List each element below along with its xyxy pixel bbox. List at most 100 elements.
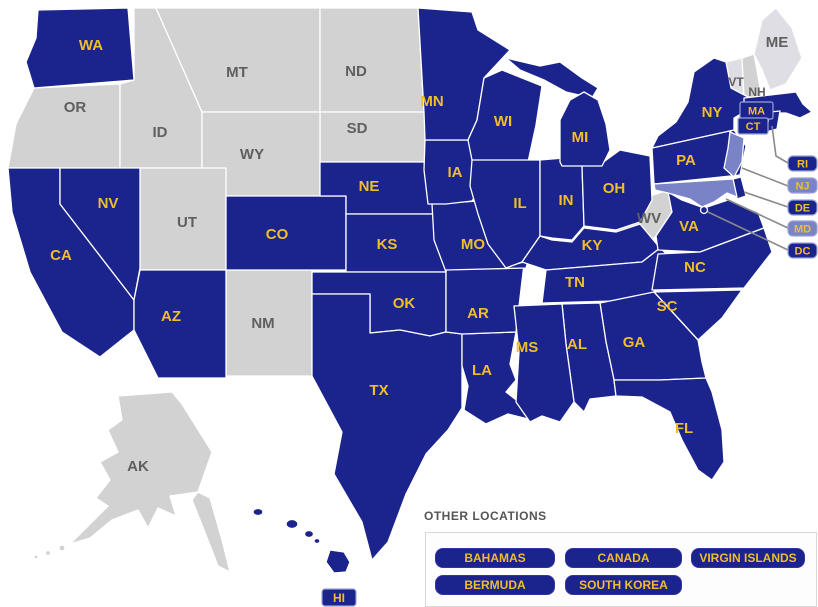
state-label-co: CO bbox=[266, 226, 289, 243]
state-label-fl: FL bbox=[675, 420, 693, 437]
hi-island[interactable] bbox=[285, 518, 299, 530]
state-label-nc: NC bbox=[684, 259, 706, 276]
state-label-ok: OK bbox=[393, 295, 416, 312]
label-box-ct[interactable]: CT bbox=[737, 117, 769, 135]
virgin-islands-button[interactable]: VIRGIN ISLANDS bbox=[691, 548, 805, 568]
state-label-vt: VT bbox=[728, 75, 744, 89]
state-label-ms: MS bbox=[516, 339, 539, 356]
state-or bbox=[7, 83, 121, 169]
callout-box-ri[interactable] bbox=[787, 155, 818, 172]
state-nc[interactable] bbox=[651, 227, 773, 291]
ak-aleutian-island bbox=[58, 544, 66, 552]
hi-island-big[interactable] bbox=[325, 549, 351, 574]
callout-box-md[interactable] bbox=[787, 220, 818, 237]
leader-line-nj bbox=[741, 167, 789, 187]
hi-island[interactable] bbox=[252, 507, 264, 517]
state-sd bbox=[319, 111, 431, 163]
bermuda-button[interactable]: BERMUDA bbox=[435, 575, 555, 595]
state-label-wi: WI bbox=[494, 113, 512, 130]
state-label-mo: MO bbox=[461, 236, 485, 253]
state-wa[interactable] bbox=[25, 7, 135, 89]
state-az[interactable] bbox=[133, 269, 227, 379]
state-ar[interactable] bbox=[445, 263, 525, 335]
hi-island[interactable] bbox=[303, 529, 315, 539]
leader-line-dc bbox=[707, 211, 789, 251]
south-korea-button[interactable]: SOUTH KOREA bbox=[565, 575, 682, 595]
state-label-id: ID bbox=[153, 124, 168, 141]
state-hi[interactable] bbox=[252, 507, 351, 574]
state-label-wa: WA bbox=[79, 37, 103, 54]
state-label-nd: ND bbox=[345, 63, 367, 80]
state-ak-panhandle bbox=[191, 491, 231, 573]
state-md[interactable] bbox=[653, 178, 738, 208]
state-label-mn: MN bbox=[420, 93, 443, 110]
callout-dc[interactable]: DC bbox=[787, 242, 818, 259]
state-mi-upper[interactable] bbox=[505, 57, 599, 99]
state-label-nh: NH bbox=[748, 85, 765, 99]
state-label-tn: TN bbox=[565, 274, 585, 291]
state-me bbox=[753, 7, 803, 91]
hi-island[interactable] bbox=[313, 537, 321, 545]
state-label-oh: OH bbox=[603, 180, 626, 197]
state-label-mi: MI bbox=[572, 129, 589, 146]
callout-box-nj[interactable] bbox=[787, 177, 818, 194]
state-label-va: VA bbox=[679, 218, 699, 235]
callout-label-de: DE bbox=[795, 203, 810, 215]
state-label-me: ME bbox=[766, 34, 789, 51]
state-label-mt: MT bbox=[226, 64, 248, 81]
state-label-ky: KY bbox=[582, 237, 603, 254]
state-label-ak: AK bbox=[127, 458, 149, 475]
state-label-ga: GA bbox=[623, 334, 646, 351]
ct-label: CT bbox=[746, 121, 761, 133]
state-label-il: IL bbox=[513, 195, 526, 212]
callout-box-de[interactable] bbox=[787, 199, 818, 216]
other-locations-title: OTHER LOCATIONS bbox=[424, 509, 547, 523]
leader-line-ri bbox=[771, 125, 789, 164]
state-tx[interactable] bbox=[311, 293, 463, 561]
state-label-ne: NE bbox=[359, 178, 380, 195]
state-label-sd: SD bbox=[347, 120, 368, 137]
state-nj[interactable] bbox=[723, 131, 745, 178]
state-label-ny: NY bbox=[702, 104, 723, 121]
state-label-or: OR bbox=[64, 99, 87, 116]
state-va[interactable] bbox=[655, 191, 765, 253]
state-nd bbox=[319, 7, 425, 113]
canada-button[interactable]: CANADA bbox=[565, 548, 682, 568]
state-fl[interactable] bbox=[613, 377, 725, 481]
state-oh[interactable] bbox=[575, 149, 653, 231]
ak-aleutian-island bbox=[44, 549, 52, 557]
state-label-ca: CA bbox=[50, 247, 72, 264]
callout-ri[interactable]: RI bbox=[787, 155, 818, 172]
state-dc[interactable] bbox=[699, 205, 709, 215]
callout-md[interactable]: MD bbox=[787, 220, 818, 237]
state-label-ia: IA bbox=[448, 164, 463, 181]
state-ny[interactable] bbox=[651, 57, 755, 149]
callout-box-dc[interactable] bbox=[787, 242, 818, 259]
state-label-wv: WV bbox=[637, 210, 661, 227]
state-label-ar: AR bbox=[467, 305, 489, 322]
state-ak bbox=[69, 391, 213, 545]
label-box-ma[interactable]: MA bbox=[739, 101, 774, 120]
state-label-az: AZ bbox=[161, 308, 181, 325]
callout-nj[interactable]: NJ bbox=[787, 177, 818, 194]
label-box-hi[interactable]: HI bbox=[321, 588, 357, 607]
state-label-ut: UT bbox=[177, 214, 197, 231]
state-mi[interactable] bbox=[559, 91, 611, 167]
leader-line-md bbox=[725, 198, 789, 229]
hi-label-box[interactable] bbox=[321, 588, 357, 607]
state-ms[interactable] bbox=[513, 303, 575, 423]
callout-de[interactable]: DE bbox=[787, 199, 818, 216]
state-label-nv: NV bbox=[98, 195, 119, 212]
ak-aleutian-island bbox=[33, 554, 39, 560]
leader-line-de bbox=[743, 191, 789, 208]
bahamas-button[interactable]: BAHAMAS bbox=[435, 548, 555, 568]
state-label-pa: PA bbox=[676, 152, 696, 169]
callout-label-dc: DC bbox=[795, 246, 811, 258]
callout-label-ri: RI bbox=[797, 159, 808, 171]
state-label-sc: SC bbox=[657, 298, 678, 315]
hi-label: HI bbox=[333, 591, 345, 605]
ct-label-box[interactable] bbox=[737, 117, 769, 135]
callout-label-md: MD bbox=[794, 224, 811, 236]
